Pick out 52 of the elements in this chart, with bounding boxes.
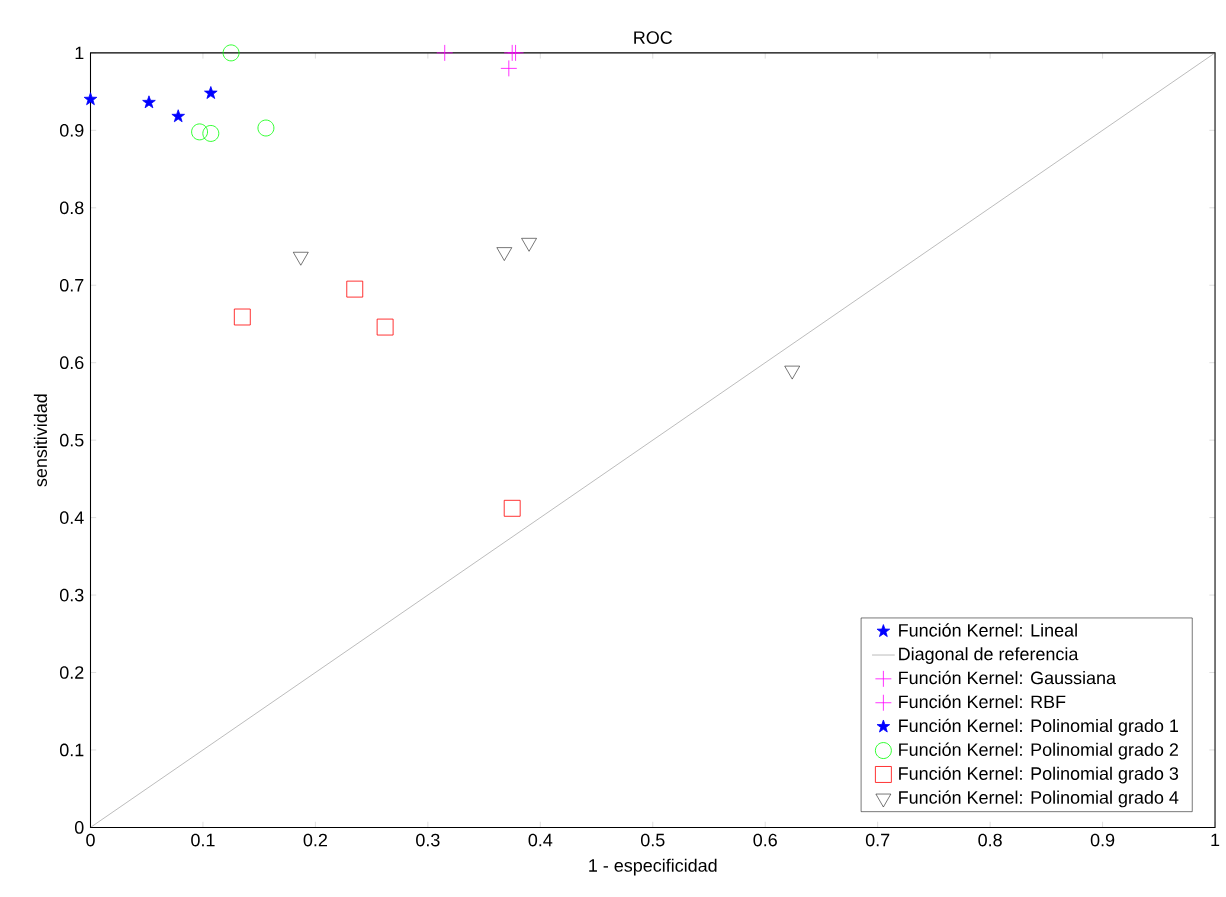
x-tick-label: 0.1 bbox=[191, 833, 215, 847]
y-tick-label: 0.9 bbox=[59, 123, 84, 137]
y-tick-label: 0.2 bbox=[59, 666, 84, 679]
x-tick-label: 0.3 bbox=[416, 833, 440, 847]
legend-label: Diagonal de referencia bbox=[899, 647, 1079, 664]
x-tick-label: 0.6 bbox=[753, 833, 777, 847]
x-tick-label: 0 bbox=[86, 833, 95, 847]
x-tick-label: 0.5 bbox=[640, 833, 665, 847]
y-tick-label: 0.3 bbox=[59, 588, 84, 602]
y-tick-label: 0.5 bbox=[59, 433, 84, 447]
point bbox=[257, 119, 275, 137]
point bbox=[191, 123, 208, 141]
legend-label: Función Kernel: Polinomial grado 3 bbox=[899, 766, 1179, 784]
point bbox=[202, 124, 220, 142]
x-tick-label: 1 bbox=[1211, 833, 1220, 846]
point bbox=[496, 247, 513, 261]
point bbox=[83, 92, 98, 105]
point bbox=[436, 44, 454, 62]
y-tick-label: 1 bbox=[75, 46, 84, 59]
x-axis-title: 1 - especificidad bbox=[589, 858, 717, 876]
y-tick-label: 0.7 bbox=[59, 278, 84, 292]
point bbox=[376, 318, 394, 336]
point bbox=[503, 499, 521, 517]
x-tick-label: 0.8 bbox=[978, 833, 1002, 847]
y-tick-label: 0.6 bbox=[59, 356, 84, 369]
y-tick-label: 0.8 bbox=[59, 201, 84, 214]
legend-label: Función Kernel: Polinomial grado 4 bbox=[899, 790, 1179, 808]
x-tick-label: 0.2 bbox=[303, 833, 327, 847]
point bbox=[521, 237, 537, 252]
x-tick-label: 0.9 bbox=[1090, 833, 1115, 847]
legend-label: Función Kernel: Polinomial grado 2 bbox=[899, 742, 1178, 760]
point bbox=[293, 251, 309, 266]
y-axis-title: sensitividad bbox=[33, 394, 48, 487]
point bbox=[204, 85, 218, 99]
x-tick-label: 0.4 bbox=[528, 833, 553, 847]
y-tick-label: 0.1 bbox=[59, 743, 84, 757]
point bbox=[142, 95, 156, 109]
point bbox=[346, 280, 364, 298]
y-tick-label: 0.4 bbox=[59, 511, 84, 524]
point bbox=[784, 365, 800, 380]
point bbox=[500, 59, 518, 77]
legend-label: Función Kernel: Polinomial grado 1 bbox=[899, 718, 1179, 736]
legend-label: Función Kernel: RBF bbox=[899, 694, 1066, 709]
point bbox=[507, 44, 524, 62]
x-tick-label: 0.7 bbox=[865, 833, 890, 847]
point bbox=[233, 308, 251, 326]
chart-title: ROC bbox=[634, 31, 673, 44]
y-tick-label: 0 bbox=[74, 820, 84, 834]
point bbox=[171, 109, 185, 123]
point bbox=[222, 44, 240, 62]
legend-label: Función Kernel: Gaussiana bbox=[899, 670, 1117, 685]
legend-label: Función Kernel: Lineal bbox=[899, 623, 1077, 637]
